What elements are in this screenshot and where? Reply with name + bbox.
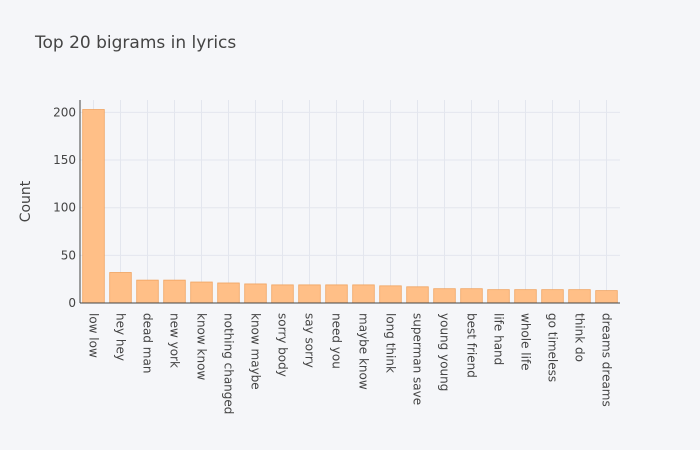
y-tick-label: 150 — [53, 153, 76, 167]
x-tick-label: life hand — [492, 313, 506, 365]
bar — [190, 281, 213, 304]
x-tick-label: sorry body — [276, 313, 290, 377]
x-tick-label: say sorry — [303, 313, 317, 368]
y-tick-label: 100 — [53, 201, 76, 215]
bar — [379, 285, 402, 304]
bar — [433, 288, 456, 304]
bar — [163, 279, 186, 304]
x-tick-label: think do — [573, 313, 587, 362]
bar — [244, 283, 267, 304]
x-tick-label: young young — [438, 313, 452, 391]
bar — [352, 284, 375, 304]
bar — [595, 290, 618, 304]
x-tick-label: go timeless — [546, 313, 560, 382]
x-tick-label: dead man — [141, 313, 155, 373]
bar — [136, 279, 159, 304]
x-tick-label: new york — [168, 313, 182, 368]
y-tick-label: 200 — [53, 105, 76, 119]
chart-title: Top 20 bigrams in lyrics — [35, 33, 237, 53]
bar — [271, 284, 294, 304]
x-tick-label: superman save — [411, 313, 425, 405]
x-tick-label: need you — [330, 313, 344, 369]
bar — [298, 284, 321, 304]
bar — [217, 282, 240, 304]
x-tick-label: nothing changed — [222, 313, 236, 414]
x-tick-label: dreams dreams — [600, 313, 614, 407]
x-tick-label: whole life — [519, 313, 533, 371]
bar — [460, 288, 483, 304]
x-tick-label: best friend — [465, 313, 479, 378]
y-axis-title: Count — [18, 180, 34, 222]
bar — [487, 289, 510, 304]
bar — [541, 289, 564, 304]
bar — [82, 109, 105, 304]
y-tick-label: 50 — [61, 248, 76, 262]
x-tick-label: hey hey — [114, 313, 128, 361]
y-tick-label: 0 — [68, 296, 76, 310]
bar — [109, 272, 132, 304]
bar — [568, 289, 591, 304]
x-tick-label: low low — [87, 313, 101, 358]
x-tick-label: maybe know — [357, 313, 371, 390]
bar — [514, 289, 537, 304]
plot-area — [80, 100, 620, 303]
bar — [325, 284, 348, 304]
x-tick-label: know maybe — [249, 313, 263, 390]
x-tick-label: long think — [384, 313, 398, 373]
bar — [406, 286, 429, 304]
x-tick-label: know know — [195, 313, 209, 380]
